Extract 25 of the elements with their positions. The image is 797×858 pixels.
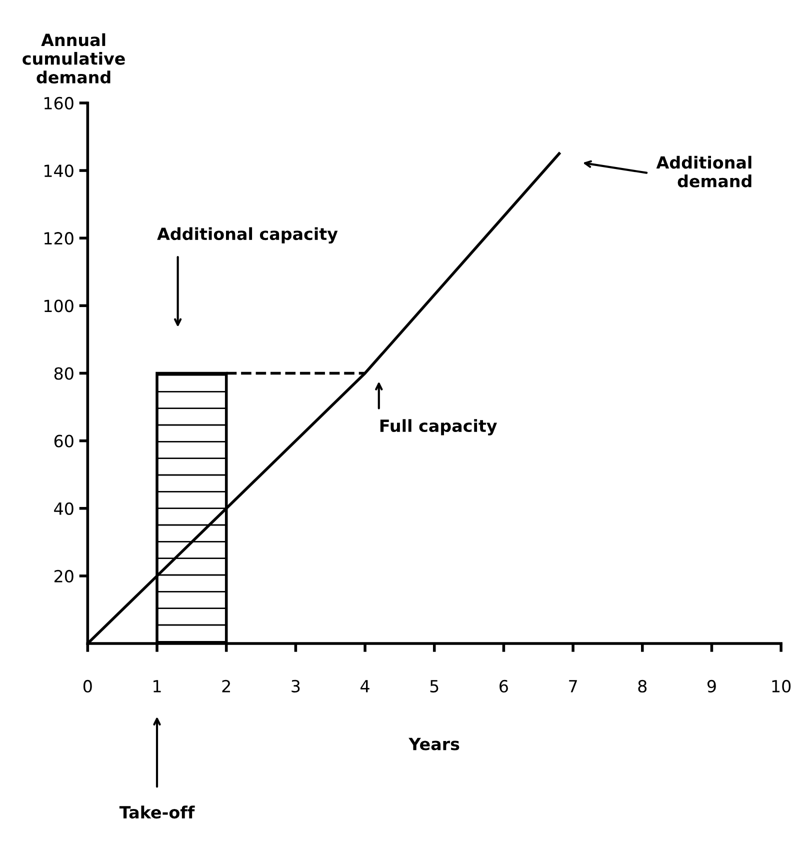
y-tick-label: 100	[44, 300, 74, 312]
y-tick-label: 120	[44, 232, 74, 245]
annotation: Additional demand	[656, 156, 752, 188]
x-tick-label: 10	[772, 680, 791, 693]
x-tick-label: 6	[500, 680, 508, 693]
y-tick-label: 80	[54, 367, 74, 380]
x-tick-label: 0	[83, 680, 92, 693]
x-tick-label: 3	[292, 680, 300, 693]
text: Take-off	[119, 806, 195, 819]
x-axis-title: Years	[408, 738, 460, 750]
x-tick-label: 4	[360, 680, 370, 692]
y-tick-label: 60	[54, 434, 74, 448]
x-tick-label: 7	[569, 680, 577, 692]
x-tick-label: 1	[154, 680, 161, 692]
y-tick-label: 140	[44, 164, 74, 178]
annotation: Full capacity	[380, 419, 497, 436]
x-tick-label: 2	[222, 680, 230, 692]
y-tick-label: 40	[54, 502, 74, 515]
x-tick-label: 8	[638, 680, 647, 693]
annotation: Additional capacity	[157, 227, 338, 244]
x-tick-label: 5	[430, 680, 438, 693]
y-tick-label: 20	[54, 570, 74, 582]
y-tick-label: 160	[44, 96, 74, 110]
y-axis-title: Annual cumulative demand	[22, 33, 125, 84]
x-tick-label: 9	[707, 680, 716, 693]
